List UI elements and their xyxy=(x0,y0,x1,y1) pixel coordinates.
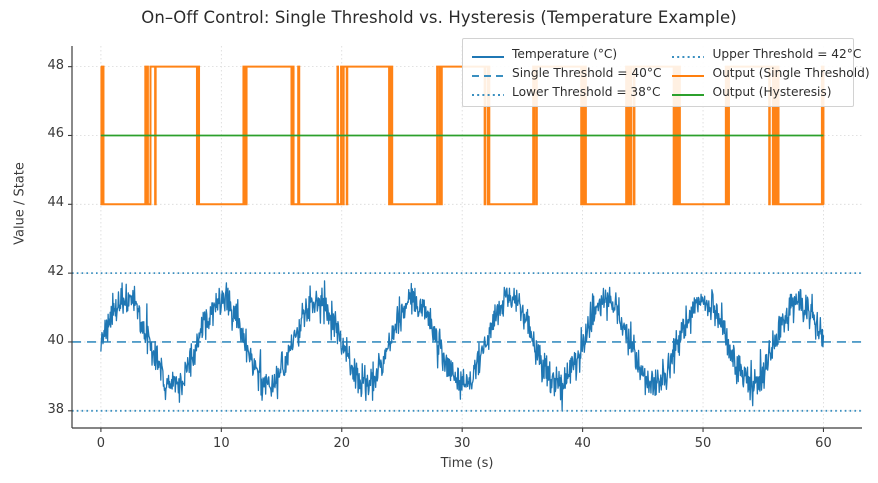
legend-label: Output (Hysteresis) xyxy=(712,84,832,99)
legend-swatch-solid-icon xyxy=(471,48,505,60)
legend-grid: Temperature (°C) Upper Threshold = 42°C Si… xyxy=(471,45,870,100)
x-tick-label: 10 xyxy=(213,436,230,451)
x-tick-label: 0 xyxy=(96,436,106,451)
legend-swatch-dotted-icon xyxy=(471,86,505,98)
legend-label: Lower Threshold = 38°C xyxy=(512,84,661,99)
legend-entry: Single Threshold = 40°C xyxy=(471,64,661,81)
legend-entry: Temperature (°C) xyxy=(471,45,661,62)
legend-swatch-solid-icon xyxy=(671,67,705,79)
y-tick-label: 46 xyxy=(47,126,64,142)
chart-title: On–Off Control: Single Threshold vs. Hys… xyxy=(141,8,737,27)
y-tick-label: 42 xyxy=(47,264,64,280)
legend-label: Upper Threshold = 42°C xyxy=(712,46,862,61)
legend-label: Single Threshold = 40°C xyxy=(512,65,662,80)
x-tick-label: 40 xyxy=(574,436,591,451)
legend-swatch-dashed-icon xyxy=(471,67,505,79)
y-tick-label: 48 xyxy=(47,57,64,73)
legend-swatch-dotted-icon xyxy=(671,48,705,60)
legend-label: Temperature (°C) xyxy=(512,46,618,61)
legend-entry: Output (Single Threshold) xyxy=(671,64,870,81)
x-axis-label: Time (s) xyxy=(440,456,494,471)
plot-background xyxy=(72,46,862,428)
y-tick-label: 44 xyxy=(47,195,64,211)
x-tick-label: 60 xyxy=(815,436,832,451)
y-tick-label: 38 xyxy=(47,401,64,417)
series-temperature xyxy=(100,280,825,411)
legend-entry: Lower Threshold = 38°C xyxy=(471,83,661,100)
x-tick-label: 20 xyxy=(333,436,351,451)
x-tick-label: 50 xyxy=(694,436,712,451)
chart-legend: Temperature (°C) Upper Threshold = 42°C Si… xyxy=(462,38,870,107)
legend-entry: Output (Hysteresis) xyxy=(671,83,869,100)
legend-entry: Upper Threshold = 42°C xyxy=(671,45,869,62)
legend-swatch-solid-icon xyxy=(671,86,705,98)
y-tick-label: 40 xyxy=(47,332,64,348)
legend-label: Output (Single Threshold) xyxy=(712,65,870,80)
x-tick-label: 30 xyxy=(453,436,471,451)
